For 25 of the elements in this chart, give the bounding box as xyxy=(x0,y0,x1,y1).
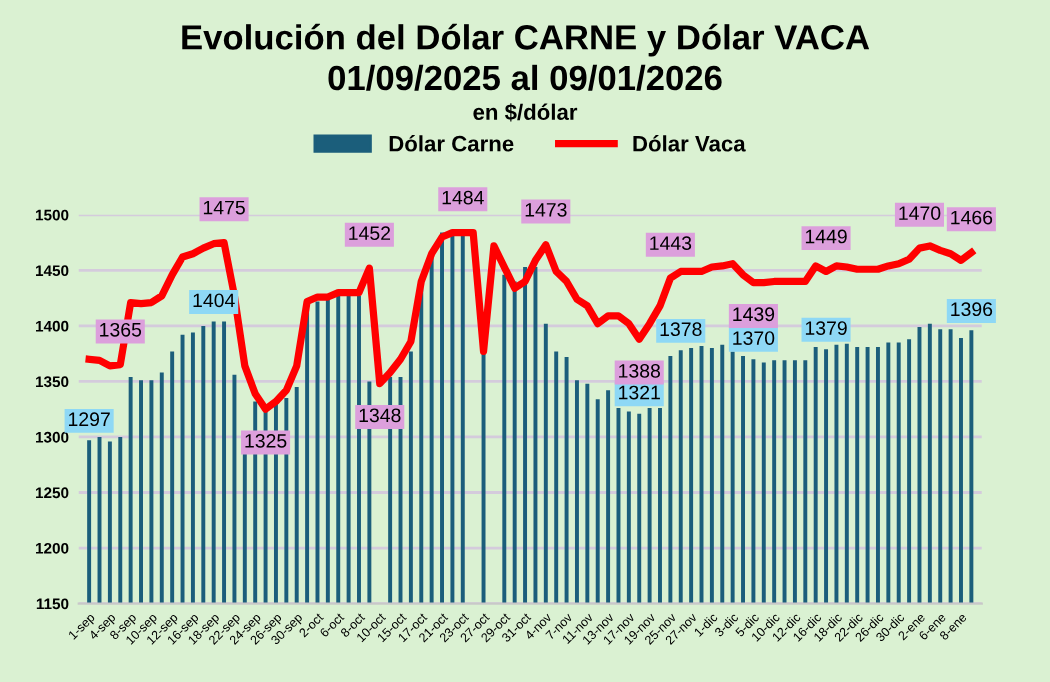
data-label: 1404 xyxy=(193,293,235,308)
data-label: 1365 xyxy=(100,322,142,337)
data-label: 1321 xyxy=(619,385,660,400)
data-label: 1396 xyxy=(951,302,993,317)
data-label: 1378 xyxy=(660,322,702,337)
data-label: 1475 xyxy=(203,200,245,215)
legend-label: Dólar Carne xyxy=(389,135,514,152)
chart-title: Evolución del Dólar CARNE y Dólar VACA xyxy=(182,23,870,57)
data-label: 1484 xyxy=(442,190,484,205)
data-label: 1388 xyxy=(619,364,661,378)
data-label: 1370 xyxy=(733,331,775,345)
data-label: 1470 xyxy=(899,206,941,221)
data-label: 1348 xyxy=(359,408,401,423)
data-label: 1466 xyxy=(951,210,993,225)
legend-label: Dólar Vaca xyxy=(633,135,746,152)
data-label: 1379 xyxy=(805,321,847,335)
data-label: 1439 xyxy=(733,307,775,322)
data-label: 1452 xyxy=(349,226,391,241)
data-label: 1325 xyxy=(245,433,287,448)
data-label: 1473 xyxy=(525,202,567,217)
text: en $/dólar xyxy=(473,103,578,122)
chart-subtitle: 01/09/2025 al 09/01/2026 xyxy=(328,64,722,91)
data-label: 1297 xyxy=(68,412,110,427)
data-label: 1449 xyxy=(805,229,847,244)
data-label: 1443 xyxy=(650,236,692,251)
